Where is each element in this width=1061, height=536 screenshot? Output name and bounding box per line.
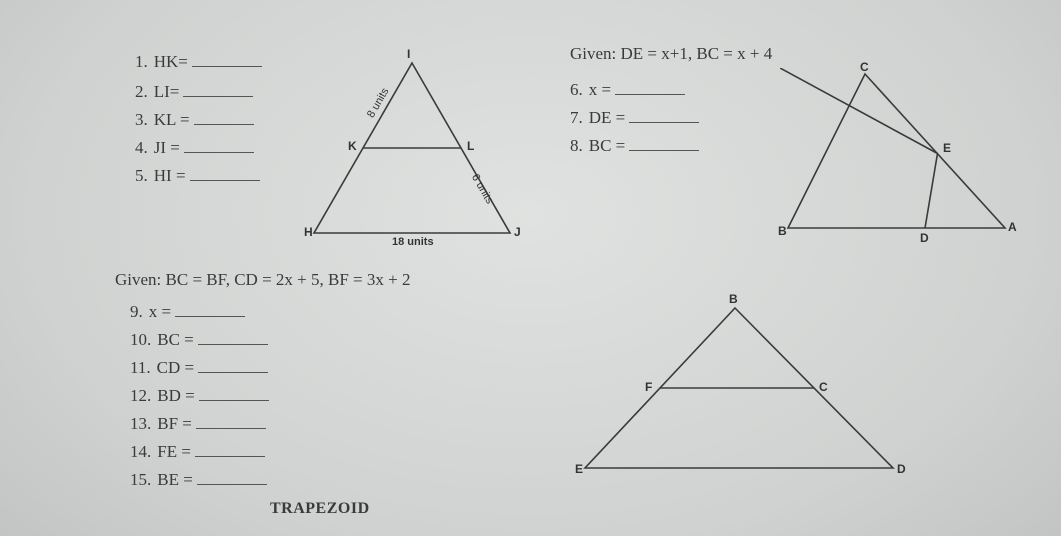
q5-label: HI = (154, 166, 186, 186)
figure-2: C E A B D (780, 68, 1015, 243)
q11-label: CD = (157, 358, 194, 378)
given-right: Given: DE = x+1, BC = x + 4 (570, 44, 772, 64)
question-3: 3. KL = (135, 108, 254, 130)
q9-label: x = (149, 302, 171, 322)
fig2-label-A: A (1008, 220, 1017, 234)
q2-label: LI= (154, 82, 180, 102)
figure-3-svg (575, 300, 905, 480)
q6-num: 6. (570, 80, 583, 100)
q3-label: KL = (154, 110, 190, 130)
figure-1: I K L H J 8 units 6 units 18 units (300, 55, 525, 250)
footer-fragment: TRAPEZOID (270, 500, 370, 518)
fig3-label-C: C (819, 380, 828, 394)
q5-blank (190, 164, 260, 181)
fig3-label-F: F (645, 380, 652, 394)
question-1: 1. HK= (135, 50, 262, 72)
fig3-label-D: D (897, 462, 906, 476)
q9-blank (175, 300, 245, 317)
q10-blank (198, 328, 268, 345)
figure-2-svg (780, 68, 1015, 243)
q12-num: 12. (130, 386, 151, 406)
q4-num: 4. (135, 138, 148, 158)
question-15: 15. BE = (130, 468, 267, 490)
question-6: 6. x = (570, 78, 685, 100)
q13-num: 13. (130, 414, 151, 434)
fig1-label-J: J (514, 225, 521, 239)
q12-label: BD = (157, 386, 194, 406)
q6-blank (615, 78, 685, 95)
fig3-label-B: B (729, 292, 738, 306)
q8-num: 8. (570, 136, 583, 156)
fig1-label-H: H (304, 225, 313, 239)
q1-label: HK= (154, 52, 188, 72)
question-8: 8. BC = (570, 134, 699, 156)
fig2-label-E: E (943, 141, 951, 155)
q2-blank (183, 80, 253, 97)
question-11: 11. CD = (130, 356, 268, 378)
q7-num: 7. (570, 108, 583, 128)
q9-num: 9. (130, 302, 143, 322)
fig2-label-D: D (920, 231, 929, 245)
q15-label: BE = (157, 470, 193, 490)
q8-label: BC = (589, 136, 626, 156)
q8-blank (629, 134, 699, 151)
figure-3: B F C E D (575, 300, 905, 480)
q4-blank (184, 136, 254, 153)
q11-blank (198, 356, 268, 373)
q3-num: 3. (135, 110, 148, 130)
question-5: 5. HI = (135, 164, 260, 186)
question-2: 2. LI= (135, 80, 253, 102)
q4-label: JI = (154, 138, 180, 158)
fig1-label-I: I (407, 47, 410, 61)
q1-blank (192, 50, 262, 67)
fig2-label-B: B (778, 224, 787, 238)
q13-label: BF = (157, 414, 192, 434)
q5-num: 5. (135, 166, 148, 186)
q14-num: 14. (130, 442, 151, 462)
q7-blank (629, 106, 699, 123)
question-9: 9. x = (130, 300, 245, 322)
question-14: 14. FE = (130, 440, 265, 462)
q3-blank (194, 108, 254, 125)
q2-num: 2. (135, 82, 148, 102)
fig1-label-K: K (348, 139, 357, 153)
fig1-label-L: L (467, 139, 474, 153)
q15-num: 15. (130, 470, 151, 490)
question-4: 4. JI = (135, 136, 254, 158)
q14-label: FE = (157, 442, 191, 462)
figure-1-svg (300, 55, 525, 250)
q11-num: 11. (130, 358, 151, 378)
question-10: 10. BC = (130, 328, 268, 350)
q1-num: 1. (135, 52, 148, 72)
q13-blank (196, 412, 266, 429)
q6-label: x = (589, 80, 611, 100)
fig1-side-HJ: 18 units (392, 236, 434, 248)
fig3-label-E: E (575, 462, 583, 476)
q12-blank (199, 384, 269, 401)
question-7: 7. DE = (570, 106, 699, 128)
q14-blank (195, 440, 265, 457)
given-bottom: Given: BC = BF, CD = 2x + 5, BF = 3x + 2 (115, 270, 410, 290)
q10-num: 10. (130, 330, 151, 350)
question-12: 12. BD = (130, 384, 269, 406)
q10-label: BC = (157, 330, 194, 350)
fig2-label-C: C (860, 60, 869, 74)
q7-label: DE = (589, 108, 626, 128)
question-13: 13. BF = (130, 412, 266, 434)
q15-blank (197, 468, 267, 485)
